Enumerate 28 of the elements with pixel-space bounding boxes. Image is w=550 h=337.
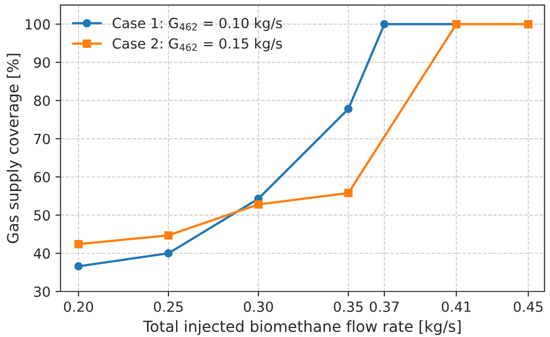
point	[74, 262, 83, 270]
point	[74, 240, 83, 248]
x-tick-label: 0.30	[244, 301, 273, 312]
x-tick-label: 0.20	[64, 301, 94, 312]
x-tick-label: 0.25	[154, 301, 183, 312]
legend-label: Case 2: G$_{462}$ = 0.15 kg/s	[112, 38, 282, 52]
y-tick-label: 90	[34, 57, 50, 68]
x-tick-label: 0.45	[514, 301, 543, 312]
x-tick-label: 0.35	[334, 301, 363, 312]
x-tick-label: 0.41	[442, 301, 471, 312]
point	[344, 104, 353, 114]
point	[344, 188, 353, 198]
y-tick-label: 80	[34, 96, 50, 106]
y-axis-title: Gas supply coverage [%]	[6, 54, 22, 244]
point	[164, 231, 173, 240]
point	[164, 249, 173, 258]
x-tick-label: 0.37	[370, 301, 399, 312]
point	[524, 20, 532, 28]
y-tick-label: 40	[34, 248, 50, 259]
legend-label: Case 1: G$_{462}$ = 0.10 kg/s	[112, 18, 282, 31]
point	[254, 200, 263, 209]
y-tick-label: 50	[34, 210, 50, 221]
y-tick-label: 30	[34, 286, 50, 297]
y-tick-label: 100	[26, 19, 50, 30]
y-tick-label: 60	[34, 172, 50, 182]
y-tick-label: 70	[34, 134, 50, 144]
point	[380, 20, 389, 28]
x-axis-title: Total injected biomethane flow rate [kg/s]	[143, 320, 461, 336]
